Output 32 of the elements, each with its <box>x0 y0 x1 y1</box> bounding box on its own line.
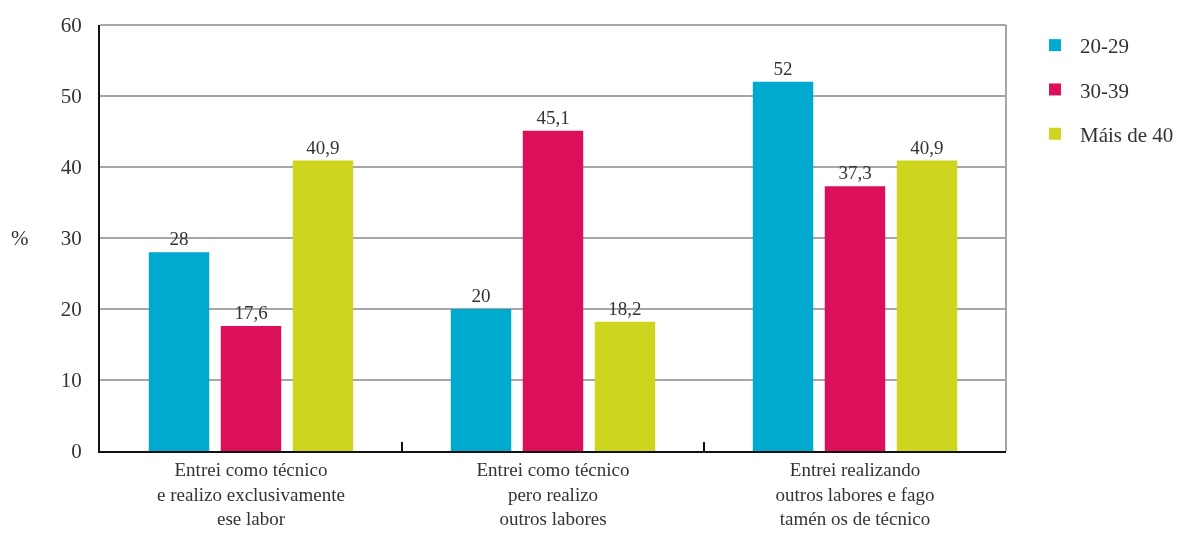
bar <box>752 81 814 451</box>
data-label: 17,6 <box>234 302 268 324</box>
data-label: 52 <box>773 57 793 79</box>
bar <box>292 160 354 451</box>
y-tick-label: 20 <box>60 297 82 322</box>
bar <box>148 252 210 451</box>
data-label: 40,9 <box>910 136 944 158</box>
bar <box>220 326 282 451</box>
y-tick-label: 30 <box>60 226 82 251</box>
data-label: 45,1 <box>536 106 570 128</box>
bar <box>522 130 584 451</box>
y-tick-label: 0 <box>71 439 82 464</box>
data-label: 40,9 <box>306 136 340 158</box>
y-tick-label: 10 <box>60 368 82 393</box>
y-tick-label: 50 <box>60 84 82 109</box>
legend-label: 30-39 <box>1080 78 1129 103</box>
data-label: 20 <box>471 285 491 306</box>
x-tick-label: Entrei como técnico pero realizo outros labores <box>476 458 630 530</box>
y-tick-label: 60 <box>60 13 82 38</box>
bar <box>824 186 886 451</box>
data-label: 28 <box>169 228 189 250</box>
x-tick-label: Entrei realizando outros labores e fago tamén os de técnico <box>775 458 935 530</box>
bar <box>450 309 512 451</box>
bar <box>896 160 958 451</box>
bar <box>594 321 656 451</box>
y-tick-label: 40 <box>60 155 82 180</box>
legend-label: 20-29 <box>1080 34 1129 59</box>
data-label: 18,2 <box>608 297 642 319</box>
x-tick-label: Entrei como técnico e realizo exclusivamente ese labor <box>157 458 345 530</box>
y-axis-title: % <box>11 226 29 250</box>
legend-label: Máis de 40 <box>1080 122 1174 147</box>
data-label: 37,3 <box>838 162 872 184</box>
